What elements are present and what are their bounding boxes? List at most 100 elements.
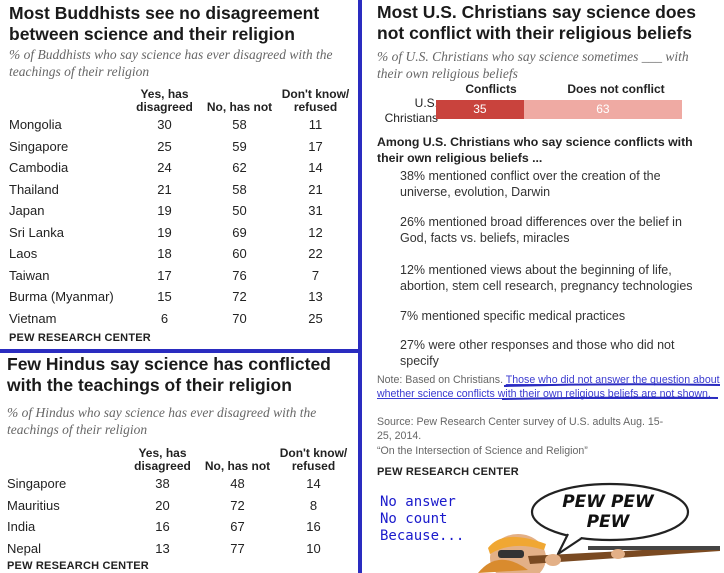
source-line: Source: Pew Research Center survey of U.… — [377, 416, 664, 442]
country-cell: Cambodia — [9, 160, 69, 175]
no-cell: 70 — [232, 310, 247, 326]
table-row: Cambodia 24 62 14 — [9, 157, 354, 179]
country-cell: Nepal — [7, 540, 41, 556]
yes-cell: 19 — [157, 203, 172, 218]
list-item: 12% mentioned views about the beginning … — [400, 263, 693, 293]
no-cell: 76 — [232, 267, 247, 283]
dk-cell: 8 — [309, 497, 318, 513]
christian-panel: Most U.S. Christians say science does no… — [362, 0, 724, 573]
christian-subtitle: % of U.S. Christians who say science som… — [377, 49, 689, 81]
table-row: Singapore 38 48 14 — [7, 473, 352, 495]
country-cell: India — [7, 519, 36, 534]
no-cell: 72 — [232, 289, 247, 304]
table-row: Laos 18 60 22 — [9, 243, 354, 265]
no-cell: 69 — [232, 224, 247, 240]
meme-line: No count — [380, 511, 448, 527]
table-row: India 16 67 16 — [7, 516, 352, 538]
no-conflict-value-label: 63 — [596, 102, 610, 116]
country-cell: Thailand — [9, 181, 59, 197]
no-cell: 67 — [230, 519, 245, 534]
among-heading: Among U.S. Christians who say science co… — [377, 135, 693, 165]
list-item: 7% mentioned specific medical practices — [400, 309, 626, 323]
dk-column-header: Don't know/ refused — [279, 446, 348, 473]
buddhist-table: Yes, has disagreed No, has not Don't kno… — [9, 88, 354, 329]
dk-cell: 25 — [308, 310, 323, 326]
buddhist-source: PEW RESEARCH CENTER — [9, 332, 151, 344]
yes-cell: 19 — [157, 224, 172, 240]
list-item: 38% mentioned conflict over the creation… — [400, 169, 661, 199]
meme-line: Because... — [380, 528, 465, 544]
yes-cell: 16 — [155, 519, 170, 534]
yes-cell: 25 — [157, 138, 172, 154]
yes-cell: 15 — [157, 289, 172, 304]
dk-cell: 17 — [308, 138, 323, 154]
table-row: Nepal 13 77 10 — [7, 538, 352, 560]
buddhist-title: Most Buddhists see no disagreement betwe… — [9, 3, 320, 44]
table-row: Singapore 25 59 17 — [9, 136, 354, 158]
dk-cell: 16 — [306, 519, 321, 534]
yes-column-header: Yes, has disagreed — [136, 87, 193, 114]
table-header-row: Yes, has disagreed No, has not Don't kno… — [7, 447, 352, 473]
dk-cell: 12 — [308, 224, 323, 240]
dk-column-header: Don't know/ refused — [281, 87, 350, 114]
no-conflict-bar: 63 — [523, 100, 682, 119]
note-prefix: Note: Based on Christians. — [377, 374, 506, 386]
horizontal-divider — [0, 349, 360, 353]
no-cell: 59 — [232, 138, 247, 154]
vertical-divider — [358, 0, 362, 573]
country-cell: Mauritius — [7, 497, 60, 513]
table-row: Japan 19 50 31 — [9, 200, 354, 222]
note-text: Note: Based on Christians. Those who did… — [377, 374, 722, 401]
dk-cell: 14 — [308, 160, 323, 175]
country-cell: Burma (Myanmar) — [9, 289, 114, 304]
meme-line: No answer — [380, 494, 456, 510]
dk-cell: 31 — [308, 203, 323, 218]
yes-cell: 38 — [155, 476, 170, 491]
hindu-panel: Few Hindus say science has conflicted wi… — [0, 352, 358, 573]
no-column-header: No, has not — [206, 100, 273, 114]
hindu-table: Yes, has disagreed No, has not Don't kno… — [7, 447, 352, 559]
list-item: 27% were other responses and those who d… — [400, 338, 675, 368]
buddhist-subtitle: % of Buddhists who say science has ever … — [9, 47, 333, 79]
no-cell: 77 — [230, 540, 245, 556]
underline-scribble — [502, 383, 721, 400]
yes-cell: 20 — [155, 497, 170, 513]
hindu-source: PEW RESEARCH CENTER — [7, 560, 149, 572]
yes-cell: 18 — [157, 246, 172, 261]
yes-cell: 30 — [157, 117, 172, 132]
meme-caption: No answer No count Because... — [380, 494, 464, 545]
buddhist-panel: Most Buddhists see no disagreement betwe… — [0, 0, 358, 350]
no-cell: 58 — [232, 117, 247, 132]
country-column-header — [9, 88, 127, 114]
cartoon-rifleman-illustration — [478, 482, 720, 573]
conflicts-legend-label: Conflicts — [465, 82, 517, 96]
country-cell: Japan — [9, 203, 45, 218]
table-row: Burma (Myanmar) 15 72 13 — [9, 286, 354, 308]
dk-cell: 22 — [308, 246, 323, 261]
conflicts-value-label: 35 — [473, 102, 487, 116]
country-cell: Singapore — [7, 476, 67, 491]
table-row: Thailand 21 58 21 — [9, 179, 354, 201]
country-cell: Singapore — [9, 138, 69, 154]
country-cell: Laos — [9, 246, 38, 261]
yes-cell: 21 — [157, 181, 172, 197]
no-cell: 48 — [230, 476, 245, 491]
no-cell: 58 — [232, 181, 247, 197]
christian-source: PEW RESEARCH CENTER — [377, 466, 519, 478]
country-column-header — [7, 447, 125, 473]
no-conflict-legend-label: Does not conflict — [567, 82, 665, 96]
country-cell: Mongolia — [9, 117, 62, 132]
hindu-subtitle: % of Hindus who say science has ever dis… — [7, 405, 317, 437]
dk-cell: 14 — [306, 476, 321, 491]
no-column-header: No, has not — [204, 459, 271, 473]
dk-cell: 21 — [308, 181, 323, 197]
table-header-row: Yes, has disagreed No, has not Don't kno… — [9, 88, 354, 114]
no-cell: 62 — [232, 160, 247, 175]
report-line: “On the Intersection of Science and Reli… — [377, 445, 588, 457]
country-cell: Sri Lanka — [9, 224, 64, 240]
dk-cell: 10 — [306, 540, 321, 556]
yes-cell: 24 — [157, 160, 172, 175]
hindu-title: Few Hindus say science has conflicted wi… — [7, 354, 331, 395]
no-cell: 60 — [232, 246, 247, 261]
note-underlined: Those who did not answer the question ab… — [377, 374, 720, 400]
